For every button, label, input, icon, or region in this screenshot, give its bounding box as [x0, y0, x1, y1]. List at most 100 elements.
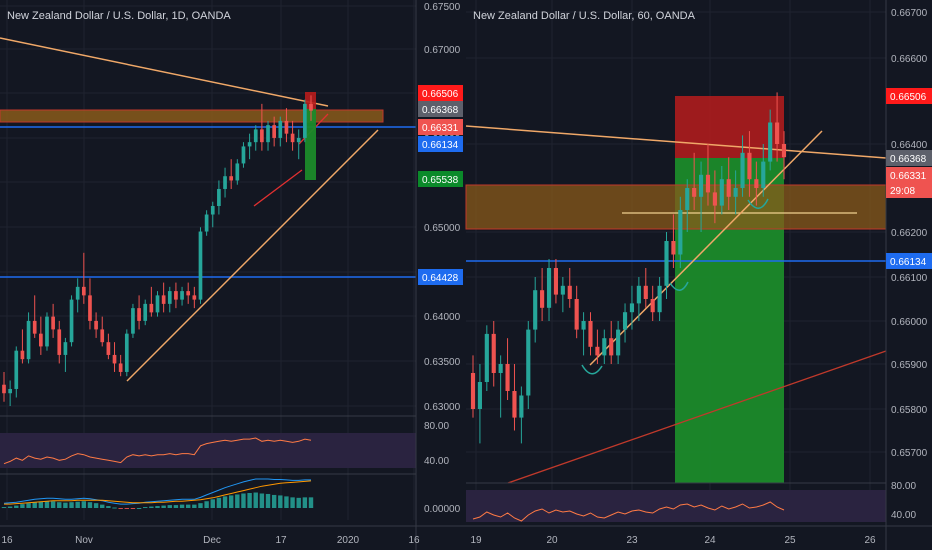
candle-body [217, 188, 221, 206]
daily-chart-panel[interactable]: New Zealand Dollar / U.S. Dollar, 1D, OA… [0, 0, 416, 550]
macd-histogram-bar [75, 501, 80, 508]
candle-body [155, 295, 160, 313]
candle-body [560, 285, 565, 295]
candle-body [75, 286, 80, 300]
price-tick-label: 0.64000 [424, 312, 461, 323]
macd-histogram-bar [81, 501, 87, 508]
macd-histogram-bar [112, 507, 117, 509]
hourly-chart-panel[interactable]: New Zealand Dollar / U.S. Dollar, 60, OA… [465, 0, 887, 550]
hourly-time-axis[interactable]: 19 20 23 24 25 26 [470, 535, 876, 546]
daily-time-axis[interactable]: 16 Nov Dec 17 2020 16 [1, 535, 420, 546]
macd-histogram-bar [296, 497, 301, 508]
candle-body [81, 286, 86, 296]
time-tick-label: 16 [1, 535, 13, 546]
candle-body [491, 333, 496, 373]
macd-histogram-bar [100, 504, 105, 508]
candle-body [657, 285, 662, 313]
price-label-text: 0.66506 [422, 89, 459, 100]
candle-body [602, 338, 607, 356]
hourly-risk-box [675, 96, 784, 158]
hourly-long-red-trendline [507, 350, 887, 484]
candle-body [698, 174, 704, 197]
candle-body [664, 241, 669, 286]
daily-down-trendline [0, 37, 329, 107]
price-label-text: 0.65538 [422, 175, 459, 186]
macd-histogram-bar [228, 495, 234, 508]
macd-histogram-bar [222, 496, 228, 508]
price-tick-label: 0.63000 [424, 402, 461, 413]
candle-body [2, 384, 6, 394]
candle-body [519, 395, 524, 418]
time-tick-label: 17 [275, 535, 287, 546]
candle-body [69, 299, 74, 343]
price-label-box [886, 253, 932, 269]
candle-body [51, 316, 55, 330]
price-tick-label: 0.65700 [891, 448, 928, 459]
candle-body [705, 174, 711, 193]
candle-body [761, 161, 766, 188]
macd-histogram-bar [253, 492, 258, 508]
candle-body [775, 122, 780, 144]
macd-histogram-bar [44, 501, 50, 508]
macd-histogram-bar [57, 502, 62, 508]
price-label-box [418, 101, 463, 117]
candle-body [131, 308, 135, 334]
macd-histogram-bar [259, 493, 265, 508]
macd-histogram-bar [247, 493, 252, 508]
hourly-down-trendline [465, 125, 887, 159]
macd-histogram-bar [20, 504, 25, 508]
macd-histogram-bar [136, 508, 142, 509]
candle-body [296, 137, 301, 143]
price-label-box [418, 269, 463, 285]
price-label-text: 0.66331 [890, 171, 927, 182]
macd-histogram-bar [265, 493, 271, 508]
candle-body [106, 342, 111, 355]
macd-histogram-bar [118, 508, 123, 509]
candle-body [685, 188, 690, 210]
daily-price-axis[interactable]: 0.675000.670000.665000.660000.655000.650… [418, 2, 463, 515]
price-tick-label: 0.66600 [891, 54, 928, 65]
pattern-arc-head [669, 281, 689, 291]
candle-body [223, 176, 227, 189]
macd-histogram-bar [235, 494, 240, 508]
price-tick-label: 0.65000 [424, 223, 461, 234]
candle-body [210, 206, 215, 215]
candle-body [192, 295, 197, 300]
candle-body [204, 214, 209, 232]
candle-body [477, 382, 482, 409]
rsi-tick-label: 80.00 [424, 421, 449, 432]
daily-red-channel-line [253, 169, 303, 207]
time-tick-label: 2020 [337, 535, 360, 546]
time-tick-label: 26 [864, 535, 876, 546]
daily-rsi-band [0, 433, 416, 468]
price-tick-label: 0.66700 [891, 8, 928, 19]
price-tick-label: 0.67000 [424, 45, 461, 56]
macd-histogram-bar [204, 501, 209, 508]
candle-body [747, 152, 752, 180]
rsi-line [3, 437, 312, 465]
price-label-text: 0.66368 [890, 154, 927, 165]
time-tick-label: 25 [784, 535, 796, 546]
candle-body [526, 329, 531, 396]
hourly-price-axis[interactable]: 0.66700 0.66600 0.66400 0.66200 0.66100 0.660… [886, 8, 932, 521]
candle-body [290, 133, 295, 143]
candle-body [278, 120, 283, 138]
candle-body [581, 321, 586, 330]
macd-histogram-bar [179, 504, 185, 508]
candle-body [588, 321, 593, 347]
candle-body [567, 285, 572, 299]
rsi-tick-label: 40.00 [891, 510, 916, 521]
hourly-chart-title: New Zealand Dollar / U.S. Dollar, 60, OA… [473, 10, 696, 22]
candle-body [260, 129, 264, 143]
candle-body [650, 299, 655, 313]
candle-body [124, 333, 129, 372]
macd-histogram-bar [173, 505, 179, 508]
macd-histogram-bar [167, 505, 172, 508]
candle-body [137, 308, 141, 321]
candle-body [692, 188, 697, 197]
candle-body [671, 241, 676, 255]
candle-body [512, 391, 517, 418]
candle-body [574, 299, 579, 330]
price-label-text: 0.66331 [422, 123, 459, 134]
